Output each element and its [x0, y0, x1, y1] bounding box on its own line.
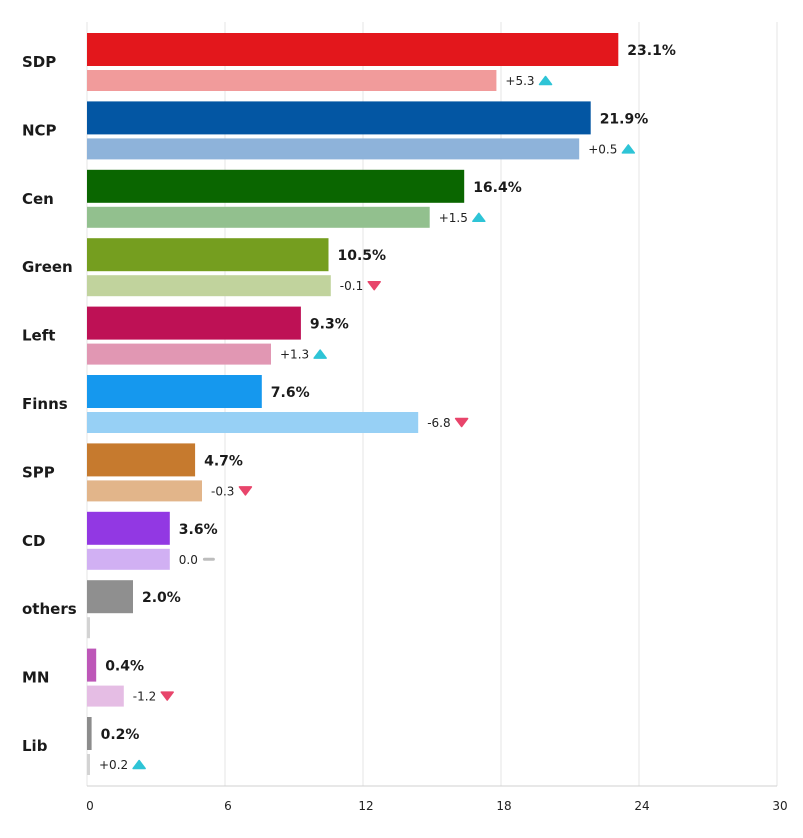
previous-result-bar	[87, 412, 419, 433]
change-label: +0.5	[588, 142, 617, 156]
previous-result-bar	[87, 138, 580, 160]
result-value-label: 21.9%	[600, 111, 649, 127]
party-label: Lib	[22, 737, 48, 755]
previous-result-bar	[87, 685, 124, 707]
change-label: +0.2	[99, 758, 128, 772]
decrease-triangle-icon	[238, 486, 253, 496]
party-label: CD	[22, 532, 45, 550]
x-tick-label: 30	[772, 799, 787, 813]
x-tick-label: 6	[224, 799, 232, 813]
party-row: others 2.0%	[22, 580, 181, 639]
x-tick-label: 0	[86, 799, 94, 813]
party-label: Cen	[22, 190, 54, 208]
previous-result-bar	[87, 206, 430, 228]
increase-triangle-icon	[621, 144, 636, 154]
current-result-bar	[87, 306, 301, 340]
party-row: Left 9.3% +1.3	[22, 306, 349, 365]
decrease-triangle-icon	[454, 417, 469, 428]
change-label: +1.3	[280, 348, 309, 362]
party-label: MN	[22, 669, 49, 687]
decrease-triangle-icon	[160, 691, 174, 701]
x-tick-label: 12	[358, 799, 373, 813]
change-label: +5.3	[505, 74, 534, 88]
result-value-label: 23.1%	[627, 43, 676, 59]
change-label: +1.5	[439, 211, 468, 225]
increase-triangle-icon	[538, 75, 553, 86]
previous-result-bar	[87, 480, 202, 502]
result-value-label: 4.7%	[204, 453, 243, 469]
current-result-bar	[87, 717, 92, 750]
x-tick-label: 18	[496, 799, 511, 813]
party-label: SPP	[22, 463, 55, 481]
party-row: Cen 16.4% +1.5	[22, 169, 522, 228]
party-label: Left	[22, 327, 55, 345]
previous-result-bar	[87, 617, 90, 639]
change-label: -6.8	[427, 416, 450, 430]
current-result-bar	[87, 443, 196, 477]
party-row: CD 3.6% 0.0	[22, 511, 218, 570]
party-row: NCP 21.9% +0.5	[22, 101, 649, 160]
change-label: -0.1	[340, 279, 363, 293]
party-row: SDP 23.1% +5.3	[22, 33, 676, 91]
current-result-bar	[87, 648, 97, 682]
party-row: Finns 7.6% -6.8	[22, 375, 469, 433]
current-result-bar	[87, 580, 133, 614]
decrease-triangle-icon	[367, 280, 381, 291]
party-bars: SDP 23.1% +5.3 NCP 21.9% +0.5 Cen 16.4% +1.5 Gree…	[22, 33, 676, 775]
party-row: SPP 4.7% -0.3	[22, 443, 253, 502]
increase-triangle-icon	[132, 759, 146, 770]
current-result-bar	[87, 511, 170, 545]
party-label: Finns	[22, 395, 68, 413]
previous-result-bar	[87, 548, 170, 570]
result-value-label: 16.4%	[473, 180, 522, 196]
previous-result-bar	[87, 343, 271, 365]
previous-result-bar	[87, 754, 90, 775]
party-label: NCP	[22, 121, 57, 139]
result-value-label: 7.6%	[271, 385, 310, 401]
current-result-bar	[87, 33, 619, 66]
previous-result-bar	[87, 70, 497, 91]
current-result-bar	[87, 101, 591, 135]
no-change-dash-icon	[202, 557, 215, 561]
x-axis: 0 6 12 18 24 30	[86, 785, 788, 813]
result-value-label: 0.4%	[105, 659, 144, 675]
increase-triangle-icon	[313, 349, 327, 359]
party-label: others	[22, 600, 77, 618]
current-result-bar	[87, 169, 465, 203]
result-value-label: 0.2%	[101, 727, 140, 743]
previous-result-bar	[87, 275, 331, 297]
party-row: Green 10.5% -0.1	[22, 238, 387, 297]
current-result-bar	[87, 238, 329, 272]
party-row: Lib 0.2% +0.2	[22, 717, 146, 775]
x-tick-label: 24	[634, 799, 649, 813]
change-label: 0.0	[179, 553, 198, 567]
result-value-label: 2.0%	[142, 590, 181, 606]
increase-triangle-icon	[472, 212, 486, 223]
result-value-label: 9.3%	[310, 317, 349, 333]
result-value-label: 10.5%	[338, 248, 387, 264]
party-label: Green	[22, 258, 73, 276]
change-label: -1.2	[133, 690, 156, 704]
party-label: SDP	[22, 53, 56, 71]
result-value-label: 3.6%	[179, 522, 218, 538]
current-result-bar	[87, 375, 262, 408]
party-row: MN 0.4% -1.2	[22, 648, 174, 707]
change-label: -0.3	[211, 484, 234, 498]
